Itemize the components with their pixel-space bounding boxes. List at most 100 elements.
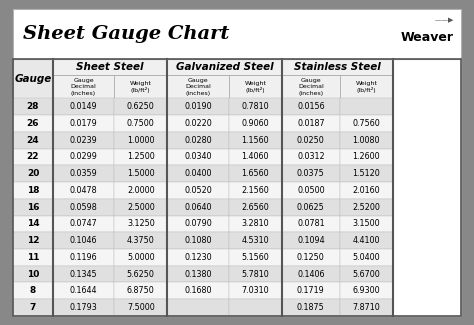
Text: 3.1250: 3.1250 bbox=[127, 219, 155, 228]
Bar bbox=[13, 59, 461, 316]
Text: ——▶: ——▶ bbox=[434, 17, 454, 23]
Text: 26: 26 bbox=[27, 119, 39, 128]
Text: Galvanized Steel: Galvanized Steel bbox=[176, 62, 273, 72]
Bar bbox=[13, 59, 53, 98]
Text: 7.5000: 7.5000 bbox=[127, 303, 155, 312]
Bar bbox=[114, 98, 167, 115]
Text: 1.4060: 1.4060 bbox=[242, 152, 269, 162]
Text: 1.5120: 1.5120 bbox=[353, 169, 380, 178]
Bar bbox=[13, 132, 53, 149]
Text: 16: 16 bbox=[27, 203, 39, 212]
Bar bbox=[114, 299, 167, 316]
Text: 0.0280: 0.0280 bbox=[184, 136, 212, 145]
Text: 0.0640: 0.0640 bbox=[184, 203, 212, 212]
Text: 0.1196: 0.1196 bbox=[70, 253, 97, 262]
Bar bbox=[229, 266, 282, 282]
Text: 0.0190: 0.0190 bbox=[184, 102, 212, 111]
Bar bbox=[229, 199, 282, 215]
Bar bbox=[282, 115, 340, 132]
Bar bbox=[340, 115, 393, 132]
Text: 5.6700: 5.6700 bbox=[353, 269, 380, 279]
Bar bbox=[53, 282, 114, 299]
Bar bbox=[53, 232, 114, 249]
Bar bbox=[282, 98, 340, 115]
Bar bbox=[53, 132, 114, 149]
Bar bbox=[53, 182, 114, 199]
Bar bbox=[13, 9, 461, 59]
Text: 1.2500: 1.2500 bbox=[127, 152, 155, 162]
Bar bbox=[13, 299, 53, 316]
Text: 0.0340: 0.0340 bbox=[184, 152, 212, 162]
Bar bbox=[114, 266, 167, 282]
Text: 3.2810: 3.2810 bbox=[242, 219, 269, 228]
Text: 0.0375: 0.0375 bbox=[297, 169, 325, 178]
Text: 5.1560: 5.1560 bbox=[241, 253, 269, 262]
Text: 0.1680: 0.1680 bbox=[184, 286, 212, 295]
Bar bbox=[114, 199, 167, 215]
Bar bbox=[229, 98, 282, 115]
Text: 0.0149: 0.0149 bbox=[70, 102, 97, 111]
Text: 5.6250: 5.6250 bbox=[127, 269, 155, 279]
Text: 20: 20 bbox=[27, 169, 39, 178]
Bar bbox=[53, 115, 114, 132]
Bar bbox=[340, 165, 393, 182]
Text: Gauge
Decimal
(inches): Gauge Decimal (inches) bbox=[298, 78, 324, 96]
Text: 7.0310: 7.0310 bbox=[242, 286, 269, 295]
Text: 6.8750: 6.8750 bbox=[127, 286, 155, 295]
Text: Gauge: Gauge bbox=[14, 74, 52, 84]
Text: 1.1560: 1.1560 bbox=[242, 136, 269, 145]
Bar bbox=[114, 75, 167, 98]
Text: 22: 22 bbox=[27, 152, 39, 162]
Bar bbox=[167, 98, 229, 115]
Text: 0.1719: 0.1719 bbox=[297, 286, 325, 295]
Text: 0.0625: 0.0625 bbox=[297, 203, 325, 212]
Bar bbox=[229, 182, 282, 199]
Text: 0.7810: 0.7810 bbox=[242, 102, 269, 111]
Bar bbox=[282, 299, 340, 316]
Bar bbox=[13, 266, 53, 282]
Bar bbox=[340, 215, 393, 232]
Text: 0.0156: 0.0156 bbox=[297, 102, 325, 111]
Bar bbox=[340, 132, 393, 149]
Text: 0.6250: 0.6250 bbox=[127, 102, 155, 111]
Bar bbox=[13, 199, 53, 215]
Bar bbox=[13, 249, 53, 266]
Bar bbox=[229, 149, 282, 165]
Text: 0.0312: 0.0312 bbox=[297, 152, 325, 162]
Text: 5.7810: 5.7810 bbox=[241, 269, 269, 279]
Bar bbox=[114, 149, 167, 165]
Text: 0.1046: 0.1046 bbox=[70, 236, 97, 245]
Text: 12: 12 bbox=[27, 236, 39, 245]
Bar bbox=[13, 182, 53, 199]
Bar bbox=[167, 282, 229, 299]
Bar bbox=[340, 249, 393, 266]
Text: 7: 7 bbox=[30, 303, 36, 312]
Bar bbox=[229, 132, 282, 149]
Bar bbox=[167, 59, 282, 75]
Text: 0.0747: 0.0747 bbox=[70, 219, 97, 228]
Bar bbox=[53, 266, 114, 282]
Text: 2.5200: 2.5200 bbox=[352, 203, 380, 212]
Bar bbox=[53, 59, 167, 75]
Bar bbox=[340, 75, 393, 98]
Bar bbox=[229, 232, 282, 249]
Text: 0.1094: 0.1094 bbox=[297, 236, 325, 245]
Text: 1.5000: 1.5000 bbox=[127, 169, 155, 178]
Bar bbox=[167, 182, 229, 199]
Bar bbox=[167, 266, 229, 282]
Text: Sheet Gauge Chart: Sheet Gauge Chart bbox=[23, 25, 229, 43]
Text: 1.2600: 1.2600 bbox=[353, 152, 380, 162]
Text: 0.0781: 0.0781 bbox=[297, 219, 325, 228]
Text: 8: 8 bbox=[30, 286, 36, 295]
Bar bbox=[282, 232, 340, 249]
Text: 3.1500: 3.1500 bbox=[353, 219, 380, 228]
Bar bbox=[13, 98, 53, 115]
Text: Sheet Steel: Sheet Steel bbox=[76, 62, 144, 72]
Bar bbox=[167, 149, 229, 165]
Text: 28: 28 bbox=[27, 102, 39, 111]
Bar bbox=[229, 299, 282, 316]
Bar bbox=[114, 249, 167, 266]
Bar bbox=[53, 149, 114, 165]
Text: Weight
(lb/ft²): Weight (lb/ft²) bbox=[130, 81, 152, 93]
Bar bbox=[13, 282, 53, 299]
